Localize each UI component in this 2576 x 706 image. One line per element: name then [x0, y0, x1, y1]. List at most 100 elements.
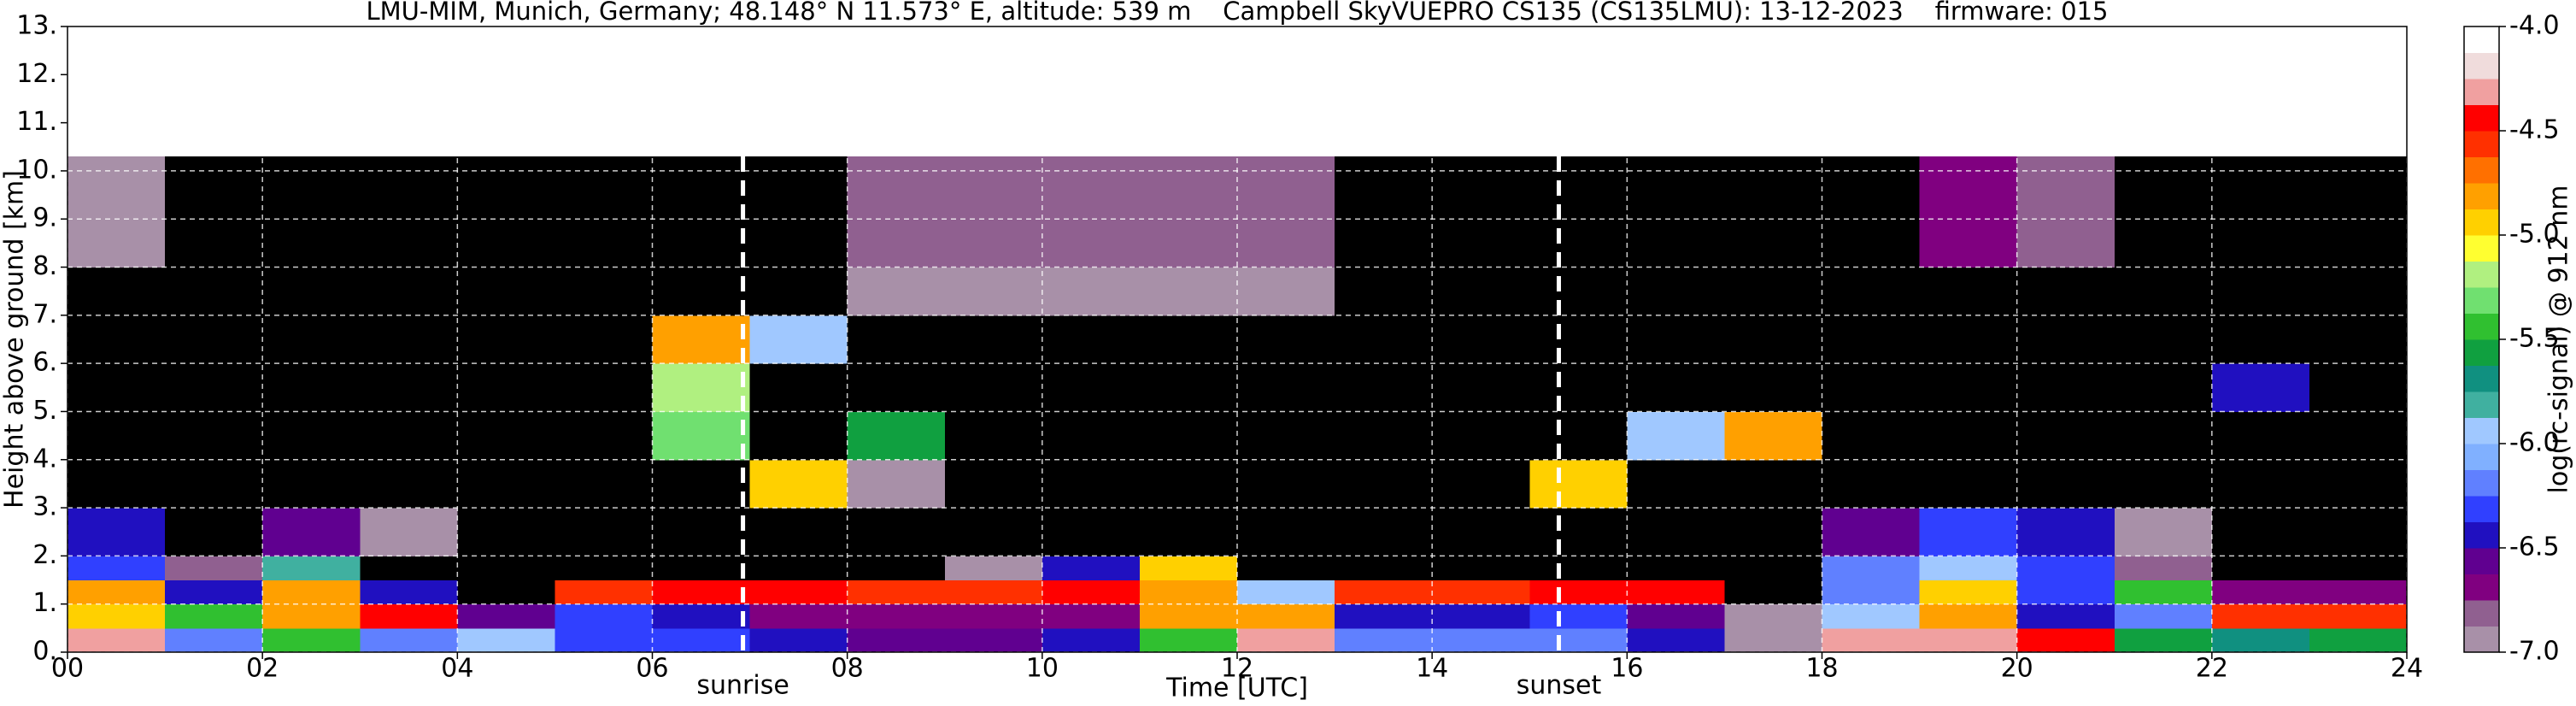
heatmap-cell: [165, 315, 263, 364]
y-tick-label: 2.: [32, 540, 57, 570]
heatmap-cell: [2309, 580, 2408, 605]
heatmap-cell: [1432, 156, 1530, 268]
colorbar-swatch: [2464, 339, 2499, 366]
heatmap-cell: [1237, 267, 1335, 316]
colorbar-tick-label: -7.0: [2509, 637, 2560, 667]
heatmap-cell: [555, 363, 653, 412]
heatmap-cell: [2211, 459, 2310, 509]
heatmap-cell: [1139, 267, 1238, 316]
heatmap-cell: [1237, 411, 1335, 461]
heatmap-cell: [652, 580, 751, 605]
heatmap-cell: [360, 267, 458, 316]
heatmap-cell: [1529, 556, 1628, 581]
heatmap-cell: [1529, 627, 1628, 653]
colorbar-swatch: [2464, 574, 2499, 601]
heatmap-cell: [847, 603, 946, 629]
heatmap-cell: [1822, 580, 1921, 605]
heatmap-cell: [457, 363, 555, 412]
heatmap-cell: [2114, 315, 2213, 364]
heatmap-cell: [1139, 580, 1238, 605]
heatmap-cell: [67, 459, 166, 509]
heatmap-cell: [1724, 508, 1822, 556]
heatmap-cell: [165, 411, 263, 461]
heatmap-cell: [652, 556, 751, 581]
x-tick-label: 08: [831, 654, 864, 684]
heatmap-cell: [1042, 411, 1141, 461]
heatmap-cell: [165, 556, 263, 581]
heatmap-cell: [749, 603, 848, 629]
heatmap-cell: [1042, 363, 1141, 412]
x-tick-label: 06: [636, 654, 668, 684]
heatmap-cell: [1432, 556, 1530, 581]
heatmap-cell: [652, 508, 751, 556]
heatmap-cell: [1139, 603, 1238, 629]
colorbar-swatch: [2464, 626, 2499, 653]
heatmap-cell: [847, 459, 946, 509]
heatmap-cell: [1919, 267, 2018, 316]
heatmap-cell: [1919, 363, 2018, 412]
heatmap-cell: [262, 580, 361, 605]
heatmap-cell: [2309, 411, 2408, 461]
heatmap-cell: [1822, 603, 1921, 629]
heatmap-cell: [1335, 459, 1433, 509]
heatmap-cell: [1529, 156, 1628, 268]
heatmap-cell: [1335, 627, 1433, 653]
heatmap-cell: [2114, 556, 2213, 581]
heatmap-cell: [1529, 459, 1628, 509]
x-tick-label: 12: [1221, 654, 1253, 684]
x-tick-label: 10: [1026, 654, 1059, 684]
heatmap-cell: [262, 411, 361, 461]
heatmap-cell: [262, 603, 361, 629]
heatmap-cell: [2016, 156, 2115, 268]
heatmap-cell: [262, 156, 361, 268]
heatmap-cell: [1432, 627, 1530, 653]
heatmap-cell: [1919, 556, 2018, 581]
colorbar-swatch: [2464, 417, 2499, 444]
heatmap-cell: [652, 603, 751, 629]
heatmap-cell: [2211, 267, 2310, 316]
colorbar-swatch: [2464, 391, 2499, 418]
colorbar-swatch: [2464, 156, 2499, 184]
heatmap-cell: [457, 556, 555, 581]
heatmap-cell: [1529, 411, 1628, 461]
heatmap-cell: [2114, 627, 2213, 653]
colorbar-swatch: [2464, 183, 2499, 209]
heatmap-cell: [1139, 156, 1238, 268]
heatmap-cell: [457, 627, 555, 653]
heatmap-cell: [944, 315, 1043, 364]
heatmap-cell: [2016, 411, 2115, 461]
heatmap-cell: [1042, 315, 1141, 364]
heatmap-cell: [360, 603, 458, 629]
heatmap-cell: [944, 267, 1043, 316]
heatmap-cell: [1335, 580, 1433, 605]
heatmap-cell: [2309, 627, 2408, 653]
heatmap-cell: [1724, 411, 1822, 461]
heatmap-cell: [652, 267, 751, 316]
heatmap-cell: [67, 556, 166, 581]
annotation-label: sunset: [1517, 671, 1602, 701]
heatmap-cell: [1919, 580, 2018, 605]
y-tick-label: 13.: [16, 11, 57, 41]
x-tick-label: 02: [246, 654, 279, 684]
colorbar-swatch: [2464, 600, 2499, 627]
heatmap-cell: [1919, 315, 2018, 364]
heatmap-cell: [555, 267, 653, 316]
heatmap-cell: [2309, 156, 2408, 268]
heatmap-cell: [944, 156, 1043, 268]
heatmap-cell: [1627, 580, 1725, 605]
heatmap-cell: [1627, 627, 1725, 653]
colorbar-swatch: [2464, 444, 2499, 470]
heatmap-cell: [1529, 580, 1628, 605]
heatmap-cell: [1237, 508, 1335, 556]
heatmap-cell: [262, 627, 361, 653]
heatmap-cell: [1822, 267, 1921, 316]
heatmap-cell: [2211, 508, 2310, 556]
colorbar-tick-label: -6.0: [2509, 428, 2560, 458]
heatmap-cell: [1042, 156, 1141, 268]
heatmap-cell: [165, 603, 263, 629]
heatmap-cell: [67, 156, 166, 268]
x-tick-label: 04: [441, 654, 473, 684]
heatmap-cell: [67, 603, 166, 629]
heatmap-cell: [749, 156, 848, 268]
